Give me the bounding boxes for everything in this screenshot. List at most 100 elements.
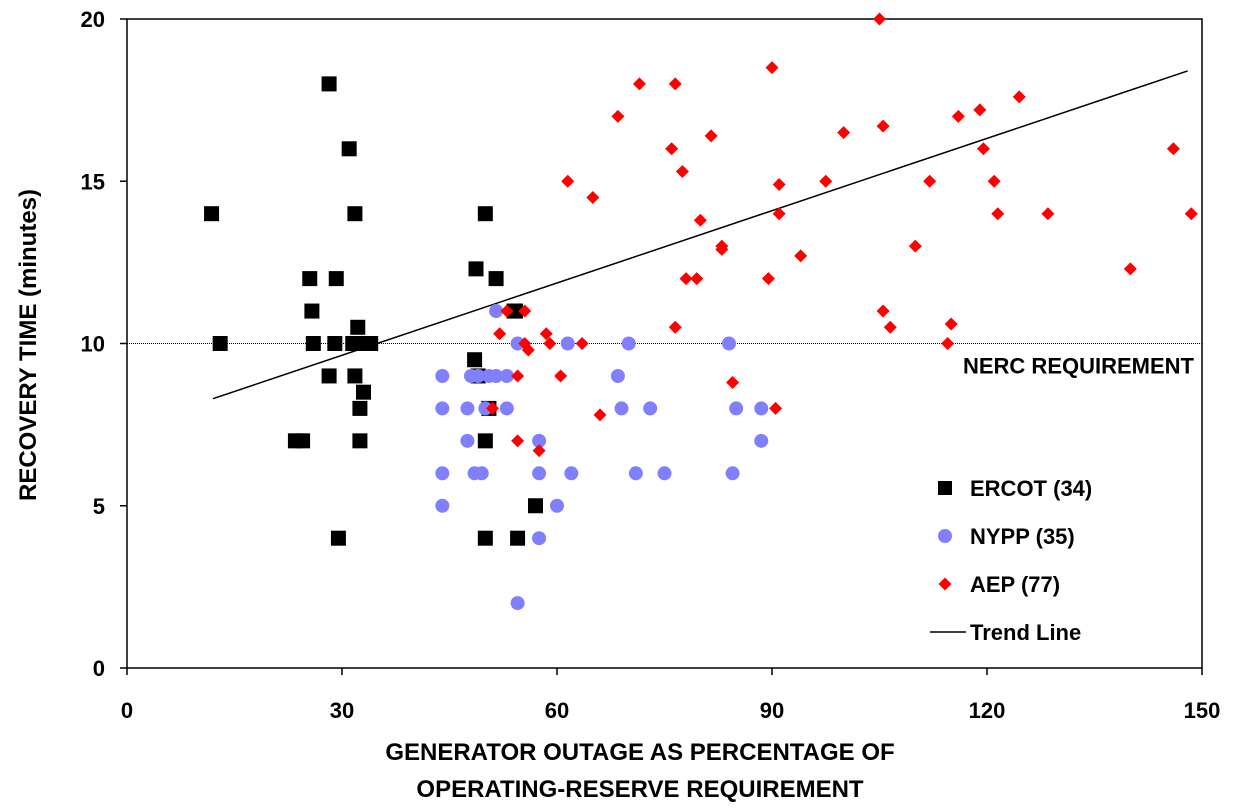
aep-point <box>873 12 886 26</box>
aep-point <box>726 375 740 389</box>
ercot-point <box>347 368 363 384</box>
x-tick-label: 0 <box>121 698 133 723</box>
nypp-point <box>722 336 736 351</box>
ercot-point <box>330 530 346 546</box>
aep-point <box>987 174 1001 188</box>
nypp-point <box>532 466 547 481</box>
aep-point <box>486 401 499 415</box>
aep-point <box>1123 262 1137 276</box>
nypp-point <box>550 498 564 513</box>
aep-point <box>561 174 575 188</box>
ercot-point <box>352 400 368 416</box>
nypp-point <box>754 433 769 448</box>
aep-point <box>1041 207 1055 221</box>
nypp-point <box>435 498 450 513</box>
y-tick-label: 15 <box>81 169 105 194</box>
aep-point <box>554 369 568 383</box>
aep-point <box>690 272 704 286</box>
nypp-point <box>474 466 489 481</box>
aep-point <box>679 272 693 286</box>
legend-aep-symbol <box>938 577 952 591</box>
legend-nypp-label: NYPP (35) <box>970 524 1075 549</box>
ercot-point <box>341 141 357 157</box>
nypp-point <box>532 531 547 546</box>
ercot-point <box>305 336 321 351</box>
nypp-point <box>564 466 579 481</box>
aep-point <box>944 317 958 331</box>
y-tick-label: 20 <box>81 7 105 32</box>
x-tick-label: 90 <box>760 698 784 723</box>
legend-ercot-label: ERCOT (34) <box>970 476 1092 501</box>
aep-point <box>976 142 990 156</box>
aep-point <box>575 337 589 350</box>
ercot-point <box>350 319 366 335</box>
aep-point <box>765 61 779 75</box>
aep-point <box>819 174 833 188</box>
aep-point <box>769 401 783 415</box>
x-axis-ticks: 0 30 60 90 120 150 <box>121 668 1220 723</box>
nerc-requirement-label: NERC REQUIREMENT <box>963 354 1195 379</box>
nypp-point <box>560 336 575 351</box>
ercot-point <box>321 76 337 92</box>
aep-point <box>837 126 851 140</box>
aep-point <box>511 369 525 383</box>
aep-point <box>521 343 535 357</box>
aep-point <box>772 207 786 221</box>
legend-ercot-symbol <box>938 481 952 495</box>
ercot-point <box>528 498 543 514</box>
aep-point <box>675 165 689 179</box>
aep-point <box>611 109 625 123</box>
ercot-point <box>352 433 368 449</box>
aep-point <box>772 177 786 191</box>
nypp-point <box>435 368 450 383</box>
ercot-point <box>327 336 343 351</box>
nypp-point <box>499 401 514 416</box>
nypp-point <box>499 368 514 383</box>
aep-point <box>665 142 679 156</box>
ercot-point <box>321 368 337 384</box>
y-tick-label: 5 <box>93 494 105 519</box>
aep-point <box>973 103 987 117</box>
nypp-point <box>754 401 769 416</box>
ercot-point <box>477 433 493 449</box>
nypp-point <box>435 401 450 416</box>
aep-point <box>1184 207 1198 221</box>
y-tick-label: 10 <box>81 332 105 357</box>
nypp-point <box>489 304 504 319</box>
ercot-point <box>467 352 483 368</box>
aep-point <box>1166 142 1180 156</box>
ercot-point <box>477 530 493 546</box>
aep-point <box>941 337 955 350</box>
aep-point <box>761 272 775 286</box>
x-axis-title-line-1: GENERATOR OUTAGE AS PERCENTAGE OF <box>385 739 894 766</box>
nypp-point <box>460 401 475 416</box>
nypp-point <box>489 368 504 383</box>
aep-point <box>693 213 707 227</box>
aep-point <box>668 77 682 91</box>
aep-point <box>715 242 729 256</box>
aep-point <box>500 304 514 318</box>
aep-point <box>794 249 808 263</box>
aep-point <box>704 129 718 143</box>
x-axis-title-line-2: OPERATING-RESERVE REQUIREMENT <box>416 776 864 803</box>
x-tick-label: 30 <box>330 698 354 723</box>
aep-point <box>543 337 557 350</box>
ercot-point <box>347 206 363 222</box>
nypp-point <box>657 466 672 481</box>
aep-point <box>593 408 607 422</box>
ercot-point <box>304 303 320 319</box>
ercot-point <box>302 271 318 287</box>
nypp-point <box>532 433 547 448</box>
ercot-point <box>212 336 228 351</box>
aep-point <box>876 119 890 133</box>
aep-point <box>951 109 965 123</box>
y-axis-title: RECOVERY TIME (minutes) <box>15 189 42 501</box>
ercot-point <box>507 303 523 319</box>
x-tick-label: 60 <box>545 698 569 723</box>
ercot-point <box>468 261 484 277</box>
aep-point <box>923 174 937 188</box>
ercot-point <box>295 433 311 449</box>
nypp-point <box>478 401 493 416</box>
nypp-point <box>435 466 450 481</box>
aep-point <box>991 207 1005 221</box>
